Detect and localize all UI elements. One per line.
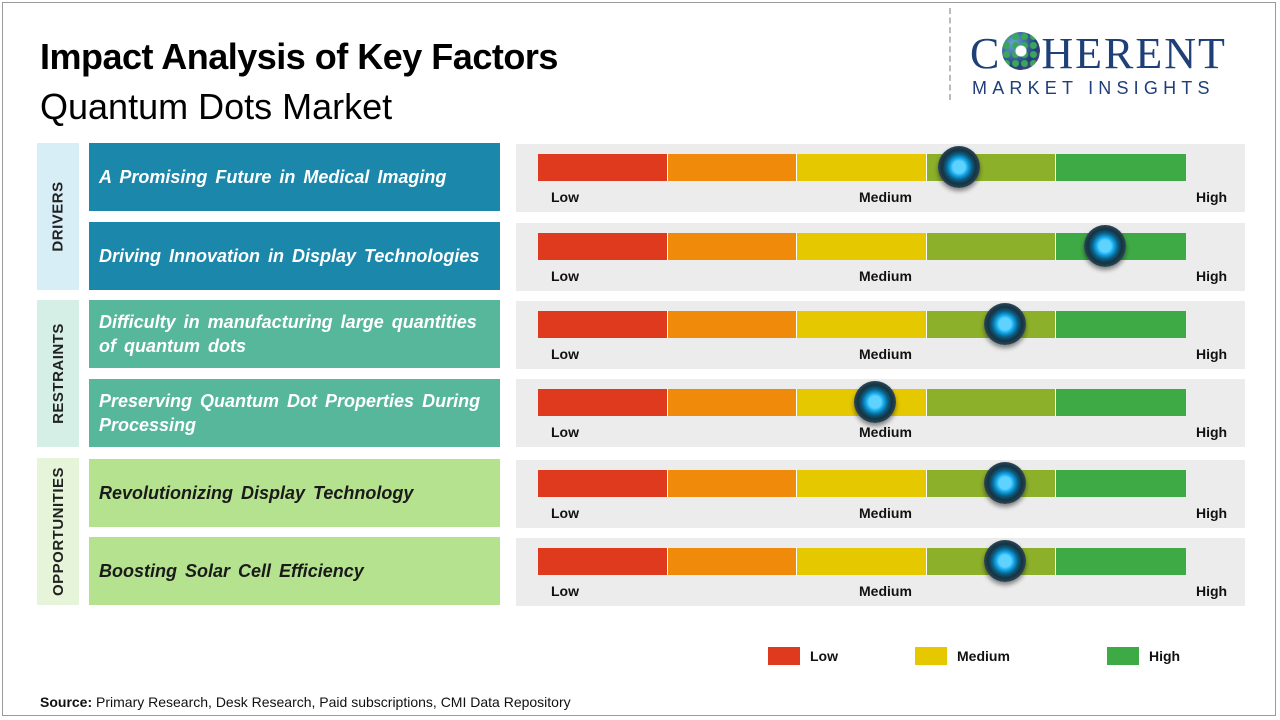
scale-segment	[538, 389, 668, 416]
scale-segment	[667, 233, 798, 260]
scale-label-low: Low	[551, 189, 579, 205]
scale-segment	[538, 311, 668, 338]
legend-label: High	[1149, 648, 1181, 664]
impact-scale-bar	[538, 389, 1186, 416]
impact-scale-bar	[538, 233, 1186, 260]
header-divider	[949, 8, 951, 100]
legend-label: Medium	[957, 648, 1010, 664]
impact-panel: Low Medium High	[516, 460, 1245, 528]
impact-scale-bar	[538, 154, 1186, 181]
scale-segment	[1056, 154, 1186, 181]
scale-segment	[926, 233, 1057, 260]
factor-label: A Promising Future in Medical Imaging	[99, 167, 447, 187]
scale-segment	[797, 470, 927, 497]
scale-segment	[667, 154, 798, 181]
scale-segment	[667, 311, 798, 338]
impact-scale-bar	[538, 470, 1186, 497]
scale-label-medium: Medium	[859, 583, 912, 599]
legend-item-low: Low	[768, 647, 838, 665]
scale-segment	[667, 389, 798, 416]
factor-label: Preserving Quantum Dot Properties During…	[99, 391, 481, 435]
impact-panel: Low Medium High	[516, 301, 1245, 369]
legend-item-medium: Medium	[915, 647, 1010, 665]
scale-segment	[1056, 548, 1186, 575]
page-title: Impact Analysis of Key Factors	[40, 36, 558, 77]
legend-item-high: High	[1107, 647, 1180, 665]
scale-segment	[1056, 389, 1186, 416]
legend-swatch	[915, 647, 947, 665]
scale-segment	[538, 548, 668, 575]
source-note: Source: Primary Research, Desk Research,…	[40, 694, 571, 710]
impact-panel: Low Medium High	[516, 223, 1245, 291]
factor-row-6: Boosting Solar Cell Efficiency	[89, 537, 500, 605]
logo-globe-icon	[1002, 32, 1041, 70]
impact-scale-bar	[538, 548, 1186, 575]
scale-segment	[797, 233, 927, 260]
impact-marker	[983, 303, 1026, 345]
legend-swatch	[1107, 647, 1139, 665]
impact-panel: Low Medium High	[516, 379, 1245, 447]
scale-label-medium: Medium	[859, 505, 912, 521]
impact-marker	[938, 146, 981, 188]
factor-row-5: Revolutionizing Display Technology	[89, 459, 500, 527]
impact-marker	[1084, 225, 1126, 267]
factor-label: Difficulty in manufacturing large quanti…	[99, 312, 477, 356]
scale-label-high: High	[1196, 583, 1228, 599]
scale-label-low: Low	[551, 346, 579, 362]
scale-label-high: High	[1196, 346, 1228, 362]
impact-marker	[983, 540, 1026, 582]
page-subtitle: Quantum Dots Market	[40, 86, 393, 127]
factor-row-4: Preserving Quantum Dot Properties During…	[89, 379, 500, 447]
legend-swatch	[768, 647, 800, 665]
impact-scale-bar	[538, 311, 1186, 338]
factor-label: Driving Innovation in Display Technologi…	[99, 246, 480, 266]
scale-segment	[538, 154, 668, 181]
impact-marker	[853, 381, 896, 423]
scale-segment	[667, 548, 798, 575]
impact-marker	[983, 462, 1026, 504]
scale-label-high: High	[1196, 189, 1228, 205]
scale-segment	[1056, 470, 1186, 497]
scale-segment	[1056, 311, 1186, 338]
scale-segment	[797, 311, 927, 338]
scale-label-low: Low	[551, 268, 579, 284]
category-opportunities: OPPORTUNITIES	[37, 458, 79, 605]
scale-label-medium: Medium	[859, 346, 912, 362]
scale-label-high: High	[1196, 268, 1228, 284]
factor-label: Boosting Solar Cell Efficiency	[99, 561, 364, 581]
factor-row-1: A Promising Future in Medical Imaging	[89, 143, 500, 211]
scale-label-low: Low	[551, 424, 579, 440]
scale-label-high: High	[1196, 424, 1228, 440]
impact-panel: Low Medium High	[516, 144, 1245, 212]
factor-label: Revolutionizing Display Technology	[99, 483, 414, 503]
category-restraints: RESTRAINTS	[37, 300, 79, 447]
scale-label-low: Low	[551, 505, 579, 521]
category-drivers: DRIVERS	[37, 143, 79, 290]
scale-segment	[667, 470, 798, 497]
scale-segment	[538, 233, 668, 260]
impact-panel: Low Medium High	[516, 538, 1245, 606]
scale-segment	[926, 389, 1057, 416]
scale-label-medium: Medium	[859, 268, 912, 284]
factor-row-3: Difficulty in manufacturing large quanti…	[89, 300, 500, 368]
scale-segment	[797, 154, 927, 181]
scale-segment	[538, 470, 668, 497]
scale-label-high: High	[1196, 505, 1228, 521]
legend-label: Low	[810, 648, 838, 664]
logo-tagline: MARKET INSIGHTS	[972, 78, 1215, 98]
scale-segment	[797, 548, 927, 575]
factor-row-2: Driving Innovation in Display Technologi…	[89, 222, 500, 290]
scale-label-low: Low	[551, 583, 579, 599]
logo-wordmark: C HERENT	[970, 29, 1227, 78]
company-logo: C HERENT MARKET INSIGHTS	[970, 30, 1270, 100]
scale-label-medium: Medium	[859, 189, 912, 205]
scale-label-medium: Medium	[859, 424, 912, 440]
